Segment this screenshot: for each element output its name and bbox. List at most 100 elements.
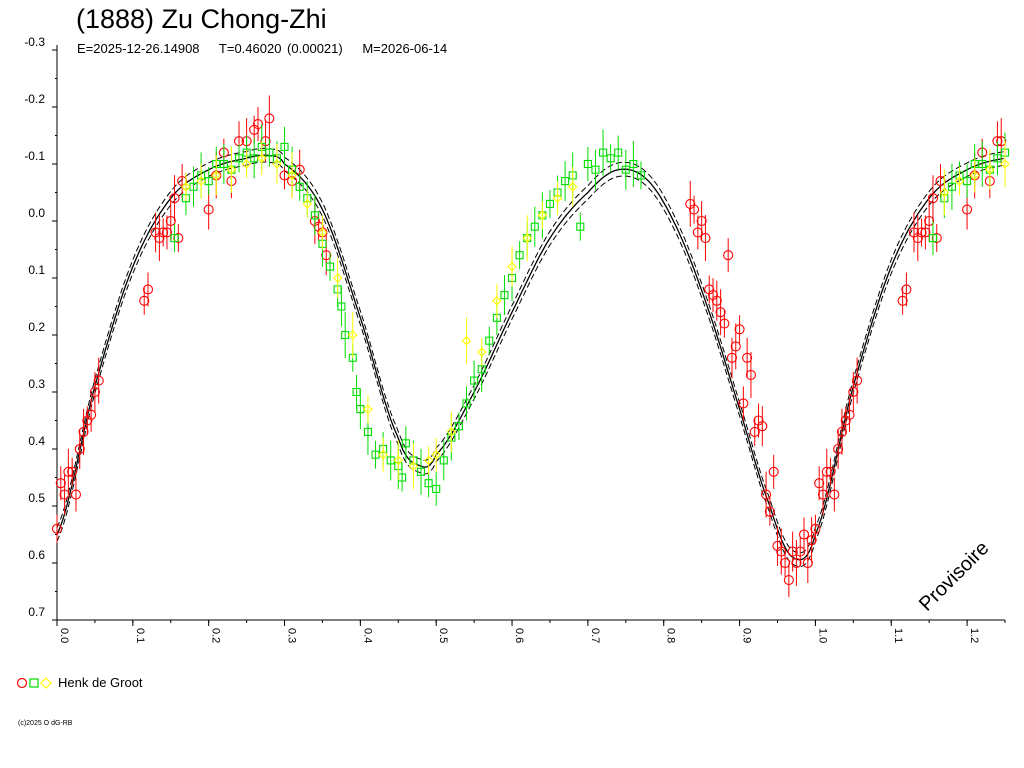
data-point-circle (840, 415, 851, 426)
fit-curve-upper-bound (56, 147, 1004, 554)
data-point-square (629, 159, 638, 169)
fit-curve-lower-bound (56, 161, 1004, 568)
data-point-diamond (985, 164, 995, 175)
data-point-circle (82, 415, 93, 426)
data-point-square (280, 142, 289, 151)
data-point-circle (158, 227, 169, 238)
data-point-circle (810, 523, 821, 534)
x-tick-label: 0.0 (58, 628, 70, 643)
data-point-square (234, 154, 244, 163)
data-point-circle (86, 409, 97, 420)
data-point-circle (59, 489, 70, 500)
data-point-square (454, 422, 464, 431)
data-point-square (310, 211, 319, 220)
date-label: M=2026-06-14 (362, 41, 448, 56)
data-point-square (401, 439, 410, 448)
data-point-circle (279, 170, 290, 181)
data-point-circle (761, 489, 772, 500)
data-point-circle (814, 478, 825, 489)
data-point-circle (700, 233, 711, 244)
y-tick-label: 0.5 (28, 491, 45, 505)
data-point-circle (203, 204, 214, 215)
data-point-square (928, 234, 938, 243)
data-point-circle (764, 506, 775, 517)
data-point-circle (996, 136, 1007, 147)
data-point-circle (780, 557, 791, 569)
data-point-circle (67, 466, 78, 477)
data-point-circle (776, 546, 787, 557)
y-tick-label: 0.7 (28, 605, 45, 619)
data-point-square (439, 456, 448, 465)
data-point-circle (825, 466, 836, 477)
legend-markers (16, 676, 52, 689)
data-point-circle (745, 369, 756, 380)
data-point-circle (806, 535, 817, 546)
data-point-circle (173, 233, 184, 244)
data-point-diamond (1000, 159, 1010, 169)
data-point-diamond (461, 335, 472, 346)
data-point-circle (723, 250, 734, 261)
data-point-diamond (347, 330, 358, 340)
data-point-circle (150, 227, 161, 238)
provisoire-watermark: Provisoire (915, 537, 993, 615)
data-point-square (432, 484, 441, 493)
data-point-circle (89, 386, 100, 398)
data-point-square (325, 262, 335, 271)
data-point-diamond (552, 193, 563, 203)
data-point-square (576, 222, 585, 231)
data-point-circle (142, 284, 154, 295)
data-point-circle (70, 489, 82, 500)
data-point-diamond (332, 273, 343, 283)
data-point-diamond (272, 159, 282, 169)
data-point-diamond (378, 449, 388, 460)
data-point-square (978, 159, 987, 169)
lightcurve-plot: -0.3 -0.2 -0.1 0.0 0.1 0.2 0.3 0.4 0.5 0.6 0.7 0.0 0… (24, 35, 1010, 643)
data-point-circle (685, 198, 696, 209)
y-tick-label: 0.4 (28, 434, 45, 448)
data-point-square (363, 427, 372, 436)
data-point-circle (783, 575, 794, 586)
data-point-circle (829, 489, 840, 500)
fit-curve (56, 154, 1004, 561)
data-point-circle (844, 409, 855, 420)
copyright-note: (c)2025 O dG-RB (18, 720, 73, 727)
data-point-circle (920, 227, 931, 238)
data-point-square (636, 171, 646, 180)
data-point-diamond (522, 233, 532, 243)
data-point-circle (908, 227, 920, 238)
x-tick-label: 1.2 (968, 628, 980, 643)
data-point-circle (821, 466, 832, 477)
data-point-square (416, 467, 426, 476)
chart-subtitle: E=2025-12-26.14908 T=0.46020 (0.00021) M… (77, 41, 461, 56)
data-point-circle (321, 250, 332, 261)
data-point-square (500, 291, 509, 300)
data-point-circle (704, 284, 715, 295)
data-point-circle (962, 204, 973, 215)
data-point-diamond (241, 159, 252, 169)
data-point-diamond (476, 347, 487, 357)
data-point-diamond (954, 176, 965, 186)
data-point-circle (935, 176, 946, 187)
data-point-circle (726, 352, 738, 363)
data-point-circle (753, 415, 764, 426)
data-point-square (170, 234, 179, 243)
chart-title: (1888) Zu Chong-Zhi (76, 4, 327, 34)
data-point-circle (927, 193, 939, 204)
data-points (51, 95, 1010, 598)
x-tick-label: 0.3 (286, 628, 298, 643)
data-point-square (295, 182, 304, 191)
data-point-diamond (492, 296, 502, 306)
data-point-circle (715, 307, 726, 318)
data-point-circle (802, 557, 813, 569)
x-tick-label: 0.8 (665, 628, 677, 643)
data-point-circle (738, 398, 749, 409)
y-tick-label: -0.3 (24, 35, 45, 49)
data-point-circle (833, 443, 844, 455)
data-point-square (947, 182, 956, 191)
data-point-square (621, 165, 630, 174)
y-tick-label: 0.6 (28, 548, 45, 562)
data-point-circle (55, 478, 66, 489)
period-label: T=0.46020 (0.00021) (218, 41, 343, 56)
data-point-diamond (446, 427, 457, 437)
legend: Henk de Groot (16, 675, 143, 690)
